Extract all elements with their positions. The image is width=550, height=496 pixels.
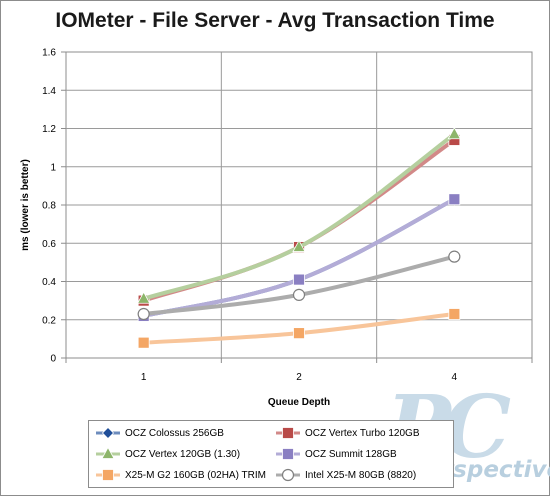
series-5 xyxy=(137,308,461,349)
legend-marker xyxy=(101,426,115,440)
legend-key xyxy=(276,468,300,482)
data-point xyxy=(447,126,462,140)
data-point xyxy=(137,336,150,349)
legend-item: OCZ Colossus 256GB xyxy=(95,424,224,442)
legend-key xyxy=(96,426,120,440)
y-tick-label: 1.4 xyxy=(42,86,56,97)
legend-item: Intel X25-M 80GB (8820) xyxy=(275,466,416,484)
y-axis-label: ms (lower is better) xyxy=(20,159,31,251)
legend-key xyxy=(276,427,300,439)
legend-label: Intel X25-M 80GB (8820) xyxy=(305,469,417,481)
legend-marker xyxy=(282,448,294,460)
legend-key xyxy=(276,448,300,460)
legend-label: OCZ Vertex Turbo 120GB xyxy=(305,427,420,439)
data-point xyxy=(293,273,305,286)
series-6 xyxy=(137,250,461,321)
data-point xyxy=(293,327,305,340)
y-tick-label: 0 xyxy=(50,354,56,365)
legend-item: OCZ Summit 128GB xyxy=(275,445,397,463)
x-tick-label: 2 xyxy=(296,372,302,383)
legend-marker xyxy=(102,469,114,481)
y-tick-label: 1.2 xyxy=(42,124,56,135)
data-point xyxy=(448,193,461,206)
legend-key xyxy=(96,447,120,459)
x-tick-label: 4 xyxy=(452,372,458,383)
data-point xyxy=(136,291,151,304)
y-tick-label: 0.6 xyxy=(42,239,56,250)
legend-marker xyxy=(101,447,115,459)
chart-legend: OCZ Colossus 256GB OCZ Vertex Turbo 120GB… xyxy=(88,420,454,488)
y-tick-label: 0.8 xyxy=(42,201,56,212)
x-axis-label: Queue Depth xyxy=(268,397,330,408)
legend-label: OCZ Summit 128GB xyxy=(305,448,397,460)
y-tick-label: 0.2 xyxy=(42,315,56,326)
series-3 xyxy=(136,126,462,304)
legend-marker xyxy=(281,468,295,482)
data-point xyxy=(292,288,306,301)
legend-label: OCZ Vertex 120GB (1.30) xyxy=(125,448,241,460)
legend-item: OCZ Vertex 120GB (1.30) xyxy=(95,445,240,463)
data-point xyxy=(448,308,461,320)
legend-label: OCZ Colossus 256GB xyxy=(125,427,224,439)
data-point xyxy=(448,250,461,263)
y-tick-label: 1 xyxy=(50,162,56,173)
legend-key xyxy=(96,469,120,481)
y-tick-label: 1.6 xyxy=(42,48,56,59)
legend-label: X25-M G2 160GB (02HA) TRIM xyxy=(125,469,266,481)
chart-title: IOMeter - File Server - Avg Transaction … xyxy=(55,9,495,32)
legend-item: OCZ Vertex Turbo 120GB xyxy=(275,424,420,442)
data-point xyxy=(292,239,306,252)
legend-marker xyxy=(282,427,294,439)
legend-item: X25-M G2 160GB (02HA) TRIM xyxy=(95,466,266,484)
data-point xyxy=(137,307,150,321)
y-tick-label: 0.4 xyxy=(42,277,56,288)
x-tick-label: 1 xyxy=(141,372,147,383)
